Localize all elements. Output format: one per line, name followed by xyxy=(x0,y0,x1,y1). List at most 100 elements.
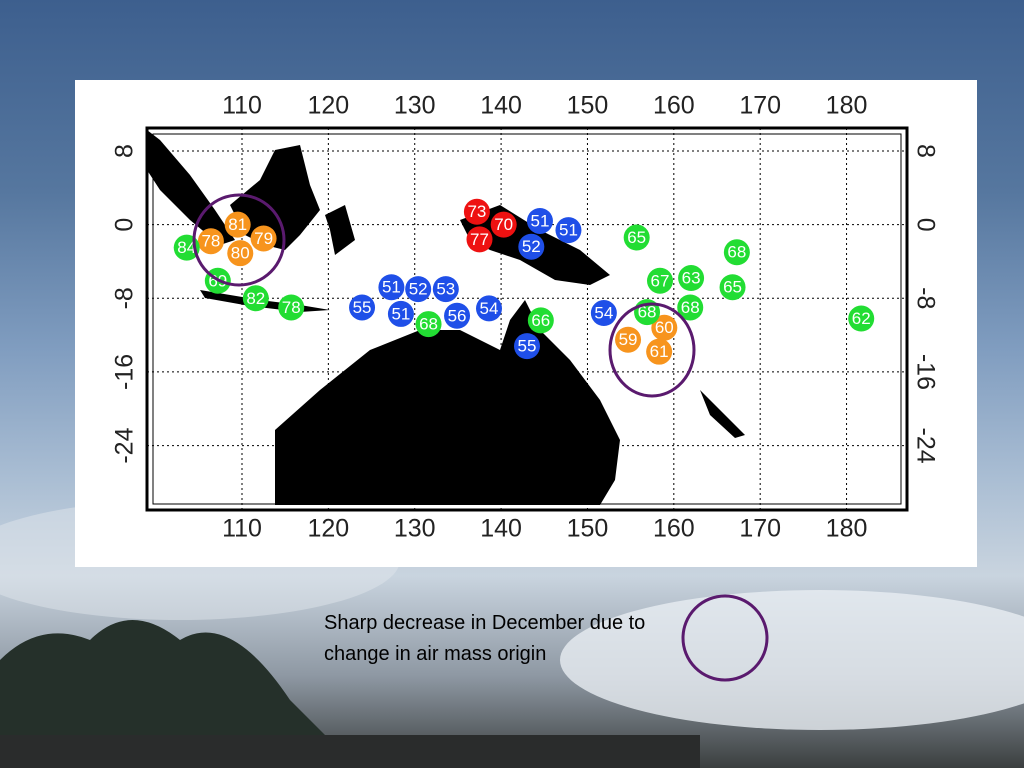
y-tick-label: 8 xyxy=(911,144,939,158)
station-value: 67 xyxy=(651,271,670,290)
station-value: 61 xyxy=(650,342,669,361)
station-marker xyxy=(242,285,269,312)
station-value: 73 xyxy=(467,202,486,221)
y-tick-label: -24 xyxy=(911,427,939,463)
station-value: 68 xyxy=(681,298,700,317)
station-value: 51 xyxy=(382,278,401,297)
station-value: 55 xyxy=(518,337,537,356)
station-marker xyxy=(227,240,254,267)
station-marker xyxy=(527,307,554,334)
station-marker xyxy=(518,233,545,260)
y-tick-label: 0 xyxy=(911,218,939,232)
station-value: 56 xyxy=(448,306,467,325)
y-tick-label: -8 xyxy=(911,287,939,309)
x-tick-label: 130 xyxy=(394,92,436,120)
highlight-circle xyxy=(681,594,769,682)
station-marker xyxy=(444,302,471,329)
x-tick-label: 170 xyxy=(739,515,781,543)
station-marker xyxy=(514,333,540,360)
station-value: 54 xyxy=(594,304,613,323)
station-marker xyxy=(490,211,517,238)
station-marker xyxy=(463,198,490,225)
station-marker xyxy=(590,300,617,327)
station-marker xyxy=(678,265,705,292)
station-marker xyxy=(378,274,405,301)
station-marker xyxy=(677,294,704,321)
y-tick-label: -16 xyxy=(911,354,939,390)
station-value: 79 xyxy=(254,229,273,248)
station-value: 65 xyxy=(627,228,646,247)
station-value: 70 xyxy=(494,215,513,234)
station-marker xyxy=(555,217,582,244)
y-tick-label: 8 xyxy=(111,144,139,158)
y-tick-label: -16 xyxy=(111,354,139,390)
y-tick-label: -24 xyxy=(111,427,139,463)
station-marker xyxy=(647,267,673,294)
station-marker xyxy=(250,225,277,252)
station-value: 66 xyxy=(531,311,550,330)
station-value: 81 xyxy=(228,215,247,234)
y-tick-label: 0 xyxy=(111,218,139,232)
x-tick-label: 110 xyxy=(222,92,262,120)
station-marker xyxy=(646,338,673,365)
x-tick-label: 140 xyxy=(480,515,522,543)
x-tick-label: 110 xyxy=(222,515,262,543)
station-marker xyxy=(623,224,650,251)
station-value: 68 xyxy=(419,315,438,334)
station-marker xyxy=(278,294,305,321)
station-marker xyxy=(224,211,251,238)
station-value: 60 xyxy=(655,318,674,337)
station-value: 78 xyxy=(282,298,301,317)
frame-inner xyxy=(152,133,902,505)
building xyxy=(0,735,700,768)
station-value: 52 xyxy=(409,280,428,299)
station-value: 63 xyxy=(682,269,701,288)
station-marker xyxy=(651,314,678,341)
station-marker xyxy=(405,276,432,303)
x-tick-label: 160 xyxy=(653,515,695,543)
station-value: 53 xyxy=(436,280,455,299)
station-marker xyxy=(349,294,376,321)
station-value: 62 xyxy=(852,309,871,328)
station-value: 65 xyxy=(723,278,742,297)
station-value: 77 xyxy=(470,230,489,249)
x-tick-label: 130 xyxy=(394,515,436,543)
x-tick-label: 160 xyxy=(653,92,695,120)
station-marker xyxy=(723,239,750,266)
frame xyxy=(145,126,909,512)
station-value: 68 xyxy=(638,303,657,322)
station-marker xyxy=(415,311,442,338)
station-marker xyxy=(719,274,746,301)
station-value: 55 xyxy=(353,298,372,317)
station-value: 54 xyxy=(480,299,499,318)
station-value: 51 xyxy=(391,304,410,323)
station-value: 51 xyxy=(559,221,578,240)
station-value: 51 xyxy=(530,211,549,230)
station-value: 68 xyxy=(727,243,746,262)
station-marker xyxy=(848,305,875,332)
y-tick-label: -8 xyxy=(111,287,139,309)
station-marker xyxy=(466,226,493,253)
station-marker xyxy=(476,295,502,322)
station-marker xyxy=(526,207,553,234)
station-marker xyxy=(197,228,224,255)
x-tick-label: 140 xyxy=(480,92,522,120)
x-tick-label: 120 xyxy=(308,92,350,120)
x-tick-label: 170 xyxy=(739,92,781,120)
station-marker xyxy=(387,300,414,327)
trees xyxy=(0,620,330,768)
station-marker xyxy=(615,326,642,353)
station-value: 59 xyxy=(619,330,638,349)
x-tick-label: 180 xyxy=(826,515,868,543)
station-value: 78 xyxy=(201,232,220,251)
x-tick-label: 120 xyxy=(308,515,350,543)
x-tick-label: 150 xyxy=(567,92,609,120)
station-marker xyxy=(432,276,459,303)
station-value: 52 xyxy=(522,237,541,256)
highlight-circle xyxy=(192,193,286,287)
cloud xyxy=(560,590,1024,730)
station-value: 82 xyxy=(246,289,265,308)
highlight-circle xyxy=(608,302,696,398)
x-tick-label: 150 xyxy=(567,515,609,543)
